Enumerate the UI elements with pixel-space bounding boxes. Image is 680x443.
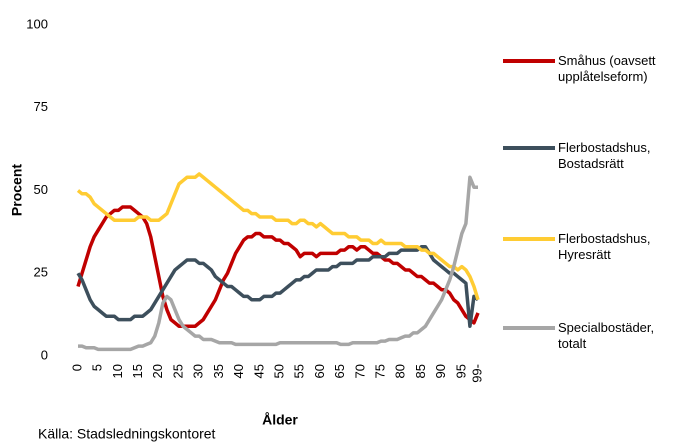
x-tick-label: 70 bbox=[352, 364, 367, 378]
series-line bbox=[78, 175, 478, 352]
x-tick-label: 45 bbox=[251, 364, 266, 378]
x-tick-label: 85 bbox=[413, 364, 428, 378]
x-tick-label: 0 bbox=[69, 364, 84, 371]
x-tick-label: 35 bbox=[211, 364, 226, 378]
x-tick-label: 5 bbox=[90, 364, 105, 371]
legend-label: Specialbostäder, totalt bbox=[558, 320, 655, 351]
y-tick-label: 0 bbox=[41, 347, 48, 362]
source: Källa: Stadsledningskontoret bbox=[38, 426, 216, 442]
x-tick-label: 50 bbox=[271, 364, 286, 378]
y-axis-label: Procent bbox=[9, 164, 25, 216]
x-tick-label: 75 bbox=[372, 364, 387, 378]
x-axis-label: Ålder bbox=[262, 412, 298, 428]
y-tick-label: 25 bbox=[34, 265, 48, 280]
x-tick-label: 95 bbox=[453, 364, 468, 378]
x-tick-label: 30 bbox=[191, 364, 206, 378]
legend-label: Småhus (oavsett upplåtelseform) bbox=[558, 53, 656, 84]
x-tick-label: 60 bbox=[312, 364, 327, 378]
legend-label: Flerbostadshus, Hyresrätt bbox=[558, 231, 651, 262]
x-tick-label: 20 bbox=[150, 364, 165, 378]
series-line bbox=[76, 245, 480, 328]
x-tick-label: 10 bbox=[110, 364, 125, 378]
x-tick-label: 99- bbox=[469, 364, 484, 383]
x-tick-label: 80 bbox=[393, 364, 408, 378]
x-tick-label: 25 bbox=[170, 364, 185, 378]
series-line bbox=[76, 205, 480, 328]
x-tick-label: 15 bbox=[130, 364, 145, 378]
x-tick-label: 65 bbox=[332, 364, 347, 378]
series-line bbox=[76, 172, 480, 301]
y-tick-label: 75 bbox=[34, 99, 48, 114]
x-tick-label: 40 bbox=[231, 364, 246, 378]
x-tick-label: 55 bbox=[292, 364, 307, 378]
x-tick-label: 90 bbox=[433, 364, 448, 378]
y-tick-label: 100 bbox=[26, 16, 48, 31]
legend-label: Flerbostadshus, Bostadsrätt bbox=[558, 140, 651, 171]
y-tick-label: 50 bbox=[34, 182, 48, 197]
